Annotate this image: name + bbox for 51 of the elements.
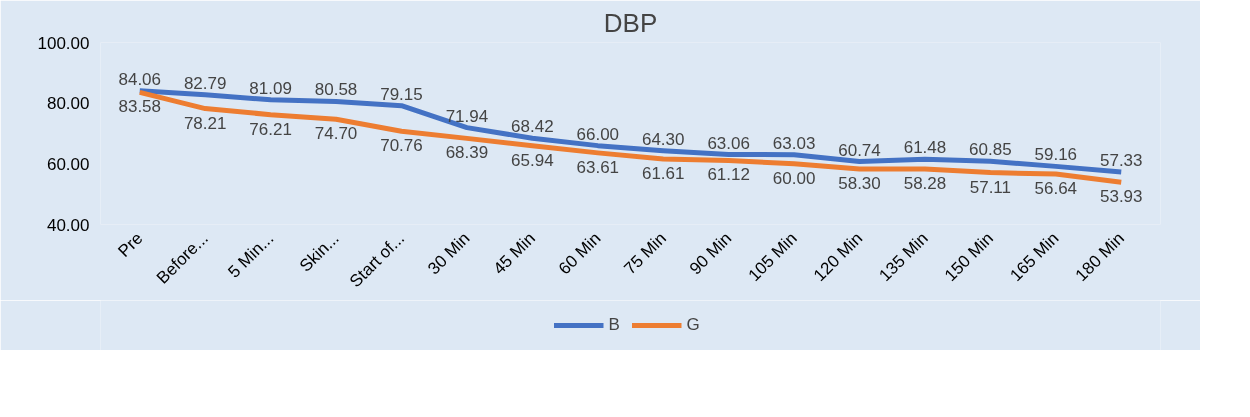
- data-label: 84.06: [118, 69, 162, 89]
- x-tick-label: 135 Min: [875, 228, 932, 285]
- data-label: 68.39: [445, 143, 489, 163]
- y-tick-label: 40.00: [46, 215, 90, 235]
- data-label: 57.33: [1099, 150, 1143, 170]
- data-label: 59.16: [1034, 145, 1078, 165]
- x-tick-label: 45 Min: [489, 228, 540, 279]
- data-label: 71.94: [445, 106, 489, 126]
- x-tick-label: 120 Min: [810, 228, 867, 285]
- x-tick-label: 75 Min: [620, 228, 670, 279]
- data-label: 57.11: [969, 177, 1012, 197]
- x-tick-label: 180 Min: [1071, 228, 1128, 285]
- y-tick-label: 80.00: [46, 94, 90, 114]
- data-label: 70.76: [380, 136, 423, 156]
- data-label: 63.61: [576, 157, 620, 177]
- data-label: 64.30: [641, 129, 685, 149]
- data-label: 80.58: [314, 80, 358, 100]
- data-label: 53.93: [1099, 187, 1143, 207]
- data-label: 58.30: [838, 173, 881, 193]
- x-tick-label: 60 Min: [554, 228, 605, 279]
- legend-label: B: [608, 315, 621, 335]
- x-tick-label: 150 Min: [940, 228, 998, 285]
- data-label: 58.28: [903, 174, 947, 194]
- data-label: 63.03: [772, 133, 816, 153]
- x-tick-label: 90 Min: [685, 228, 736, 279]
- data-label: 65.94: [511, 150, 554, 170]
- x-tick-label: 105 Min: [744, 228, 801, 285]
- x-tick-label: Pre: [114, 228, 147, 261]
- data-label: 83.58: [118, 97, 162, 117]
- data-label: 76.21: [249, 119, 292, 139]
- data-label: 82.79: [183, 73, 227, 93]
- data-label: 60.74: [838, 140, 881, 160]
- data-label: 63.06: [707, 133, 750, 153]
- x-tick-label: 30 Min: [424, 228, 474, 279]
- data-label: 68.42: [511, 117, 554, 137]
- y-tick-label: 60.00: [46, 154, 90, 174]
- data-label: 66.00: [576, 124, 620, 144]
- data-label: 60.85: [969, 140, 1012, 160]
- data-label: 61.61: [641, 163, 685, 183]
- y-tick-label: 100.00: [37, 33, 90, 53]
- data-label: 61.12: [707, 165, 750, 185]
- data-label: 61.48: [903, 138, 947, 158]
- data-label: 56.64: [1034, 179, 1078, 199]
- x-tick-label: 165 Min: [1006, 228, 1063, 285]
- data-label: 78.21: [183, 113, 227, 133]
- data-label: 60.00: [772, 168, 816, 188]
- data-label: 81.09: [249, 78, 292, 98]
- legend-label: G: [686, 315, 701, 335]
- data-label: 74.70: [314, 124, 358, 144]
- chart-title: DBP: [603, 7, 658, 38]
- data-label: 79.15: [380, 84, 423, 104]
